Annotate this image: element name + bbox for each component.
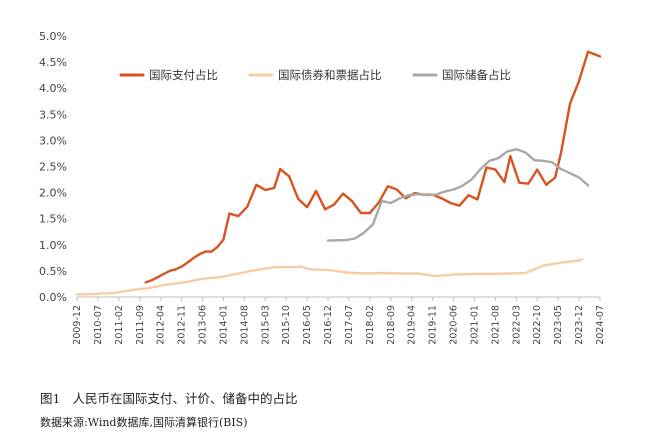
- figure-caption: 图1 人民币在国际支付、计价、储备中的占比: [40, 388, 297, 407]
- legend-label: 国际债券和票据占比: [278, 68, 382, 82]
- x-tick-label: 2018-09: [386, 305, 397, 345]
- y-tick-label: 0.0%: [39, 291, 67, 304]
- x-tick-label: 2014-01: [218, 305, 229, 345]
- y-tick-label: 1.5%: [39, 213, 67, 226]
- x-tick-label: 2011-09: [135, 305, 146, 345]
- x-tick-label: 2022-03: [511, 305, 522, 345]
- x-tick-label: 2015-03: [260, 305, 271, 345]
- figure-number: 图1: [40, 391, 61, 406]
- figure-caption-text: 人民币在国际支付、计价、储备中的占比: [72, 391, 298, 406]
- x-tick-label: 2023-05: [553, 305, 564, 345]
- bonds-notes-share-line: [75, 258, 584, 296]
- legend: 国际支付占比 国际债券和票据占比 国际储备占比: [119, 68, 511, 82]
- y-tick-label: 2.0%: [39, 187, 67, 200]
- x-tick-label: 2016-05: [302, 305, 313, 345]
- x-tick-label: 2024-07: [595, 305, 606, 345]
- x-axis: 2009-12 2010-07 2011-02 2011-09 2012-04 2012-…: [72, 296, 606, 345]
- reserve-share-line: [326, 148, 590, 242]
- x-tick-label: 2016-12: [323, 305, 334, 345]
- x-tick-label: 2020-06: [449, 305, 460, 345]
- y-tick-label: 3.0%: [39, 134, 67, 147]
- y-tick-label: 3.5%: [39, 108, 67, 121]
- y-tick-label: 5.0%: [39, 30, 67, 43]
- plot-series: [75, 50, 602, 296]
- x-tick-label: 2011-02: [114, 305, 125, 345]
- chart: 0.0% 0.5% 1.0% 1.5% 2.0% 2.5% 3.0% 3.5% 4.0% 4.5%…: [39, 30, 606, 345]
- x-tick-label: 2022-10: [532, 305, 543, 345]
- x-tick-label: 2012-04: [156, 305, 167, 345]
- legend-label: 国际支付占比: [149, 68, 218, 82]
- y-axis-labels: 0.0% 0.5% 1.0% 1.5% 2.0% 2.5% 3.0% 3.5% 4.0% 4.5%…: [39, 30, 67, 304]
- x-tick-label: 2010-07: [93, 305, 104, 345]
- x-tick-label: 2009-12: [72, 305, 83, 345]
- legend-label: 国际储备占比: [442, 68, 511, 82]
- y-tick-label: 2.5%: [39, 161, 67, 174]
- y-tick-label: 4.0%: [39, 82, 67, 95]
- x-tick-label: 2015-10: [281, 305, 292, 345]
- x-tick-label: 2017-07: [344, 305, 355, 345]
- y-tick-label: 0.5%: [39, 265, 67, 278]
- y-tick-label: 4.5%: [39, 56, 67, 69]
- x-tick-label: 2023-12: [574, 305, 585, 345]
- data-source-note: 数据来源:Wind数据库,国际清算银行(BIS): [40, 416, 248, 429]
- x-tick-label: 2021-08: [490, 305, 501, 345]
- payment-share-line: [144, 50, 602, 284]
- x-tick-label: 2012-11: [177, 305, 188, 345]
- x-tick-label: 2014-08: [239, 305, 250, 345]
- y-tick-label: 1.0%: [39, 239, 67, 252]
- x-tick-label: 2018-02: [365, 305, 376, 345]
- x-tick-label: 2021-01: [469, 305, 480, 345]
- x-tick-label: 2019-04: [407, 305, 418, 345]
- x-tick-label: 2013-06: [198, 305, 209, 345]
- x-tick-label: 2019-11: [428, 305, 439, 345]
